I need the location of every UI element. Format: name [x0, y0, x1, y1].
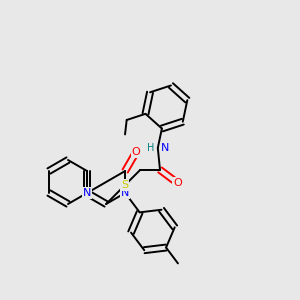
- Text: N: N: [161, 143, 169, 153]
- Text: H: H: [147, 143, 155, 153]
- Text: O: O: [132, 147, 140, 157]
- Text: N: N: [83, 188, 91, 198]
- Text: N: N: [121, 188, 129, 198]
- Text: O: O: [173, 178, 182, 188]
- Text: S: S: [121, 180, 128, 190]
